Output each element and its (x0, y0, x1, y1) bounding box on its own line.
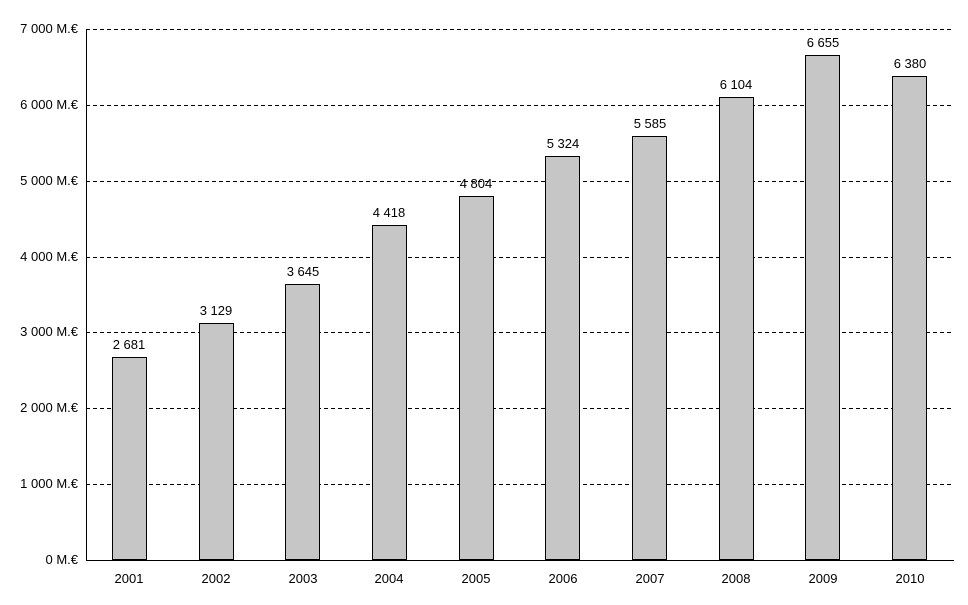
bar-value-label: 6 655 (806, 35, 840, 50)
x-axis-category-label: 2001 (114, 571, 144, 586)
bar (545, 156, 580, 560)
bar (285, 284, 320, 560)
gridline-dashed (86, 180, 953, 182)
bar-value-label: 4 418 (372, 205, 406, 220)
bar-value-label: 2 681 (112, 337, 146, 352)
y-axis-tick-label: 2 000 M.€ (20, 400, 78, 416)
bar-value-label: 6 380 (893, 56, 927, 71)
gridline-dashed (86, 256, 953, 258)
gridline-dashed (86, 484, 953, 486)
x-axis-category-label: 2007 (635, 571, 665, 586)
x-axis-category-label: 2009 (808, 571, 838, 586)
bar-value-label: 4 804 (459, 176, 493, 191)
x-axis-line (86, 560, 954, 561)
x-axis-category-label: 2005 (461, 571, 491, 586)
x-axis-category-label: 2002 (201, 571, 231, 586)
y-axis-tick-label: 3 000 M.€ (20, 324, 78, 340)
x-axis-category-label: 2010 (895, 571, 925, 586)
bar (719, 97, 754, 560)
x-axis-category-label: 2004 (374, 571, 404, 586)
y-axis-line (86, 29, 87, 560)
bar (805, 55, 840, 560)
bar-value-label: 3 645 (286, 264, 320, 279)
bar-value-label: 3 129 (199, 303, 233, 318)
y-axis-tick-label: 7 000 M.€ (20, 21, 78, 36)
gridline-dashed (86, 408, 953, 410)
y-axis-tick-label: 5 000 M.€ (20, 172, 78, 188)
y-axis-tick-label: 0 M.€ (45, 552, 78, 567)
bar (892, 76, 927, 560)
x-axis-category-label: 2003 (288, 571, 318, 586)
bar-value-label: 6 104 (719, 77, 753, 92)
bar (372, 225, 407, 560)
bar (632, 136, 667, 560)
x-axis-category-label: 2006 (548, 571, 578, 586)
y-axis-tick-label: 1 000 M.€ (20, 476, 78, 492)
gridline-dashed (86, 104, 953, 106)
bar-value-label: 5 324 (546, 136, 580, 151)
bar (112, 357, 147, 560)
bar (199, 323, 234, 560)
gridline-dashed (86, 332, 953, 334)
bar (459, 196, 494, 560)
y-axis-tick-label: 6 000 M.€ (20, 96, 78, 112)
x-axis-category-label: 2008 (721, 571, 751, 586)
bar-value-label: 5 585 (633, 116, 667, 131)
y-axis-tick-label: 4 000 M.€ (20, 248, 78, 264)
gridline-dashed (86, 29, 953, 30)
